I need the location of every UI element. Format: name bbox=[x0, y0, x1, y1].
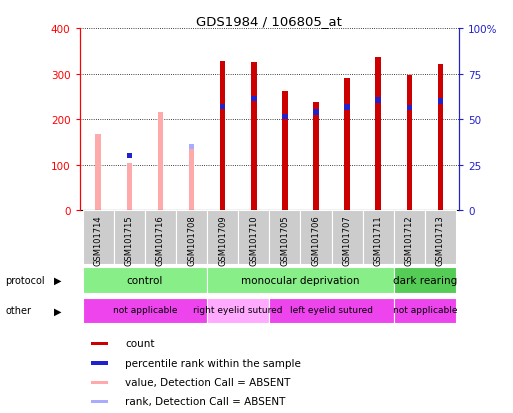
Bar bbox=[301, 211, 331, 264]
Bar bbox=[344, 105, 350, 111]
Bar bbox=[238, 211, 269, 264]
Text: GSM101708: GSM101708 bbox=[187, 215, 196, 266]
Text: GSM101711: GSM101711 bbox=[374, 215, 383, 266]
Text: count: count bbox=[125, 339, 154, 349]
Bar bbox=[363, 211, 394, 264]
Text: GSM101706: GSM101706 bbox=[311, 215, 321, 266]
Bar bbox=[207, 298, 269, 323]
Text: other: other bbox=[5, 306, 31, 316]
Bar bbox=[251, 62, 256, 211]
Bar bbox=[91, 362, 108, 366]
Bar bbox=[207, 211, 238, 264]
Bar bbox=[313, 110, 319, 116]
Bar bbox=[189, 144, 194, 150]
Bar bbox=[145, 211, 176, 264]
Bar bbox=[91, 342, 108, 345]
Text: GSM101707: GSM101707 bbox=[343, 215, 351, 266]
Bar bbox=[83, 298, 207, 323]
Bar bbox=[220, 62, 225, 211]
Bar bbox=[269, 211, 301, 264]
Bar bbox=[406, 76, 412, 211]
Bar bbox=[425, 211, 456, 264]
Bar bbox=[251, 97, 256, 102]
Text: GSM101713: GSM101713 bbox=[436, 215, 445, 266]
Bar bbox=[91, 400, 108, 403]
Text: rank, Detection Call = ABSENT: rank, Detection Call = ABSENT bbox=[125, 396, 285, 406]
Bar bbox=[282, 92, 288, 211]
Bar bbox=[438, 65, 443, 211]
Text: GSM101712: GSM101712 bbox=[405, 215, 414, 266]
Text: GSM101710: GSM101710 bbox=[249, 215, 258, 266]
Text: protocol: protocol bbox=[5, 275, 45, 285]
Text: value, Detection Call = ABSENT: value, Detection Call = ABSENT bbox=[125, 377, 290, 387]
Bar bbox=[394, 298, 456, 323]
Bar bbox=[83, 211, 114, 264]
Text: GSM101709: GSM101709 bbox=[218, 215, 227, 266]
Bar bbox=[394, 268, 456, 293]
Title: GDS1984 / 106805_at: GDS1984 / 106805_at bbox=[196, 15, 342, 28]
Text: not applicable: not applicable bbox=[113, 306, 177, 315]
Bar bbox=[127, 153, 132, 159]
Bar bbox=[127, 153, 132, 159]
Text: percentile rank within the sample: percentile rank within the sample bbox=[125, 358, 301, 368]
Text: GSM101716: GSM101716 bbox=[156, 215, 165, 266]
Bar bbox=[406, 106, 412, 111]
Text: GSM101715: GSM101715 bbox=[125, 215, 134, 266]
Text: ▶: ▶ bbox=[54, 275, 62, 285]
Bar bbox=[331, 211, 363, 264]
Bar bbox=[376, 58, 381, 211]
Bar bbox=[376, 98, 381, 103]
Bar bbox=[91, 381, 108, 384]
Text: left eyelid sutured: left eyelid sutured bbox=[290, 306, 373, 315]
Text: not applicable: not applicable bbox=[392, 306, 457, 315]
Bar bbox=[95, 134, 101, 211]
Bar bbox=[269, 298, 394, 323]
Bar bbox=[394, 211, 425, 264]
Bar bbox=[438, 99, 443, 104]
Bar bbox=[282, 114, 288, 120]
Bar bbox=[127, 164, 132, 211]
Text: ▶: ▶ bbox=[54, 306, 62, 316]
Bar bbox=[176, 211, 207, 264]
Bar bbox=[83, 268, 207, 293]
Text: right eyelid sutured: right eyelid sutured bbox=[193, 306, 283, 315]
Bar bbox=[344, 79, 350, 211]
Bar bbox=[189, 147, 194, 211]
Bar bbox=[157, 113, 163, 211]
Text: control: control bbox=[127, 275, 163, 285]
Bar bbox=[114, 211, 145, 264]
Bar bbox=[207, 268, 394, 293]
Bar bbox=[313, 102, 319, 211]
Text: dark rearing: dark rearing bbox=[393, 275, 457, 285]
Text: GSM101714: GSM101714 bbox=[94, 215, 103, 266]
Text: monocular deprivation: monocular deprivation bbox=[241, 275, 360, 285]
Text: GSM101705: GSM101705 bbox=[281, 215, 289, 266]
Bar bbox=[220, 104, 225, 110]
